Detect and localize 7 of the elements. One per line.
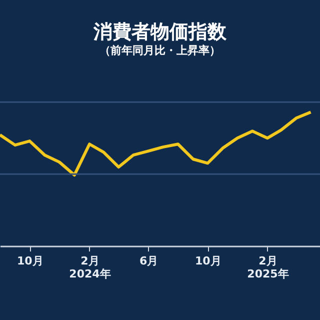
x-tick-label: 10月 bbox=[17, 254, 44, 268]
chart-subtitle: （前年同月比・上昇率） bbox=[100, 44, 220, 57]
chart-title: 消費者物価指数 bbox=[92, 21, 228, 43]
x-tick-label: 6月 bbox=[140, 254, 158, 268]
x-tick-label: 10月 bbox=[195, 254, 222, 268]
x-tick-label: 2月 2024年 bbox=[69, 254, 111, 280]
x-tick-label: 2月 2025年 bbox=[247, 254, 289, 280]
